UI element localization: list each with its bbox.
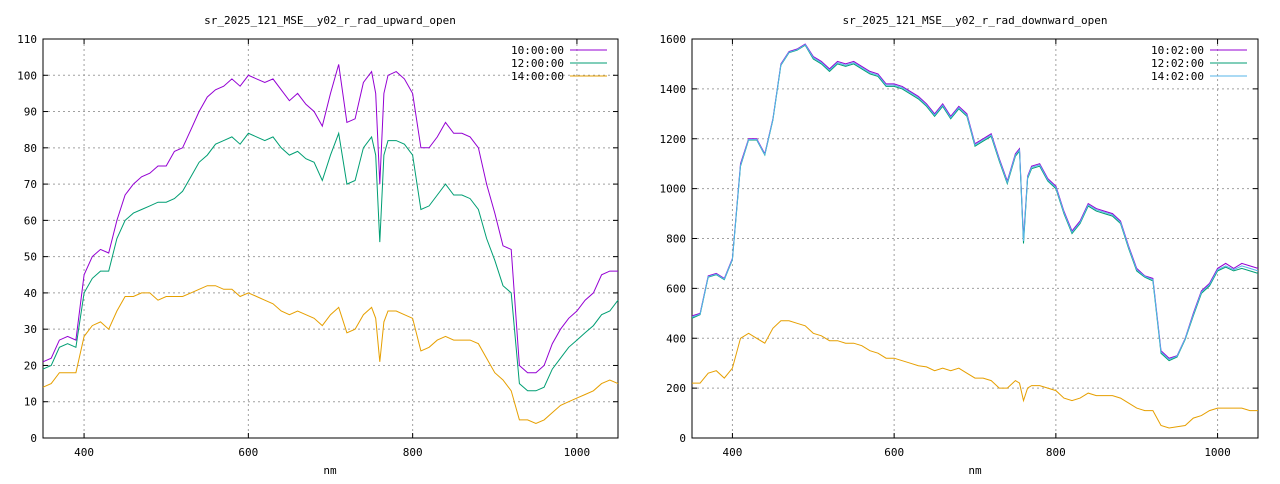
y-tick-label: 0 bbox=[679, 432, 686, 445]
legend-label: 14:02:00 bbox=[1151, 70, 1204, 83]
y-tick-label: 90 bbox=[24, 106, 37, 119]
y-tick-label: 80 bbox=[24, 142, 37, 155]
y-tick-label: 40 bbox=[24, 287, 37, 300]
series-line bbox=[42, 285, 619, 425]
legend-label: 12:00:00 bbox=[511, 57, 564, 70]
y-tick-label: 800 bbox=[666, 233, 686, 246]
legend-label: 12:02:00 bbox=[1151, 57, 1204, 70]
x-tick-label: 600 bbox=[884, 446, 904, 459]
chart-title: sr_2025_121_MSE__y02_r_rad_downward_open bbox=[843, 14, 1108, 27]
y-tick-label: 400 bbox=[666, 332, 686, 345]
x-axis-label: nm bbox=[323, 464, 337, 477]
x-tick-label: 1000 bbox=[564, 446, 591, 459]
series-line bbox=[42, 131, 619, 392]
y-tick-label: 200 bbox=[666, 382, 686, 395]
x-tick-label: 1000 bbox=[1204, 446, 1231, 459]
x-tick-label: 800 bbox=[403, 446, 423, 459]
series-line bbox=[42, 64, 618, 374]
y-tick-label: 50 bbox=[24, 251, 37, 264]
y-tick-label: 1000 bbox=[660, 183, 687, 196]
series-line bbox=[691, 44, 1259, 360]
y-tick-label: 20 bbox=[24, 359, 37, 372]
y-tick-label: 60 bbox=[24, 214, 37, 227]
y-tick-label: 70 bbox=[24, 178, 37, 191]
y-tick-label: 600 bbox=[666, 282, 686, 295]
y-tick-label: 30 bbox=[24, 323, 37, 336]
series-line bbox=[692, 320, 1258, 429]
plot-frame bbox=[42, 38, 619, 439]
chart-downward: sr_2025_121_MSE__y02_r_rad_downward_open… bbox=[660, 14, 1259, 477]
x-tick-label: 400 bbox=[722, 446, 742, 459]
y-tick-label: 10 bbox=[24, 396, 37, 409]
legend-label: 10:00:00 bbox=[511, 44, 564, 57]
x-tick-label: 600 bbox=[238, 446, 258, 459]
y-tick-label: 1400 bbox=[660, 83, 687, 96]
x-axis-label: nm bbox=[968, 464, 982, 477]
y-tick-label: 1600 bbox=[660, 33, 687, 46]
legend-label: 14:00:00 bbox=[511, 70, 564, 83]
y-tick-label: 100 bbox=[17, 69, 37, 82]
legend-label: 10:02:00 bbox=[1151, 44, 1204, 57]
plot-frame bbox=[691, 38, 1259, 439]
y-tick-label: 110 bbox=[17, 33, 37, 46]
y-tick-label: 1200 bbox=[660, 133, 687, 146]
y-tick-label: 0 bbox=[30, 432, 37, 445]
chart-title: sr_2025_121_MSE__y02_r_rad_upward_open bbox=[204, 14, 456, 27]
chart-upward: sr_2025_121_MSE__y02_r_rad_upward_open n… bbox=[17, 14, 619, 477]
x-tick-label: 800 bbox=[1046, 446, 1066, 459]
x-tick-label: 400 bbox=[74, 446, 94, 459]
